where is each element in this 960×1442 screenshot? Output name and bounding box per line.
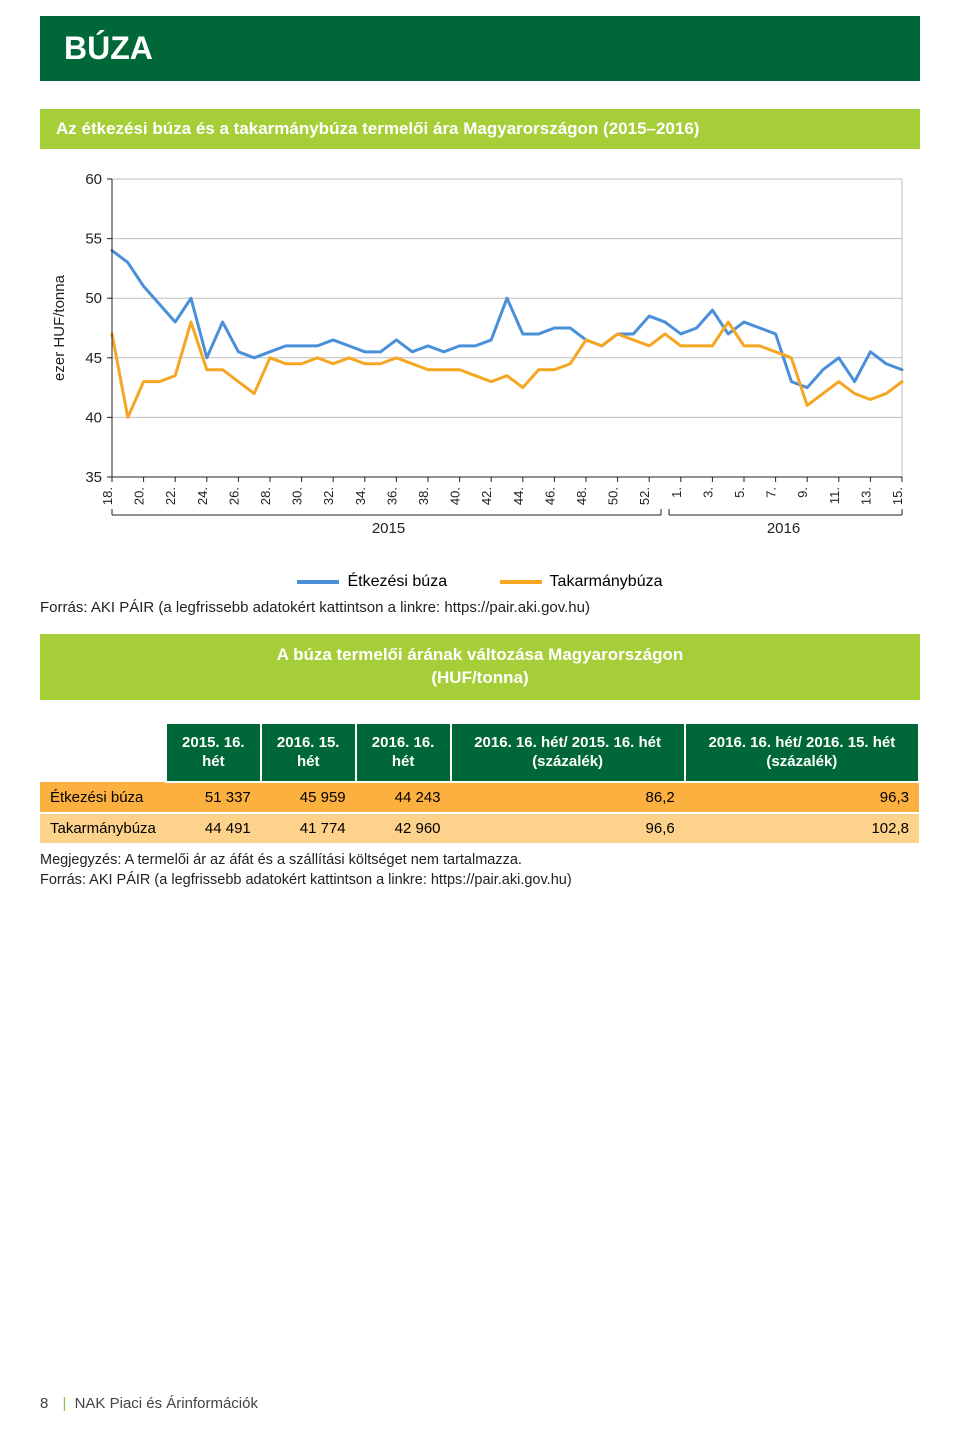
svg-text:3.: 3.	[700, 487, 715, 498]
legend-swatch-1	[500, 580, 542, 584]
price-change-table: 2015. 16. hét 2016. 15. hét 2016. 16. hé…	[40, 722, 920, 846]
svg-text:45: 45	[85, 350, 102, 367]
legend-item-1: Takarmánybúza	[500, 573, 663, 591]
svg-text:40.: 40.	[448, 487, 463, 505]
table-row: Takarmánybúza44 49141 77442 96096,6102,8	[40, 813, 919, 844]
table-cell: 44 243	[356, 782, 451, 813]
table-col-4: 2016. 16. hét/ 2016. 15. hét (százalék)	[685, 723, 919, 783]
svg-text:22.: 22.	[163, 487, 178, 505]
chart-svg: 35 40 45 50 55 60 ezer HUF/tonna 18. 20. 22. 24. 26…	[40, 169, 920, 549]
legend-swatch-0	[297, 580, 339, 584]
svg-text:13.: 13.	[858, 487, 873, 505]
svg-text:36.: 36.	[384, 487, 399, 505]
table-row-label: Étkezési búza	[40, 782, 166, 813]
chart-legend: Étkezési búza Takarmánybúza	[40, 571, 920, 591]
table-row-label: Takarmánybúza	[40, 813, 166, 844]
price-line-chart: 35 40 45 50 55 60 ezer HUF/tonna 18. 20. 22. 24. 26…	[40, 169, 920, 549]
table-note: Megjegyzés: A termelői ár az áfát és a s…	[40, 851, 920, 890]
table-cell: 45 959	[261, 782, 356, 813]
svg-text:35: 35	[85, 469, 102, 486]
svg-text:ezer HUF/tonna: ezer HUF/tonna	[51, 274, 68, 381]
svg-text:40: 40	[85, 409, 102, 426]
legend-item-0: Étkezési búza	[297, 573, 447, 591]
table-title-line2: (HUF/tonna)	[431, 668, 528, 687]
table-cell: 51 337	[166, 782, 261, 813]
svg-text:34.: 34.	[353, 487, 368, 505]
page-footer: 8 | NAK Piaci és Árinformációk	[40, 1395, 258, 1412]
svg-text:60: 60	[85, 171, 102, 188]
table-cell: 86,2	[451, 782, 685, 813]
table-cell: 96,6	[451, 813, 685, 844]
table-cell: 96,3	[685, 782, 919, 813]
svg-text:32.: 32.	[321, 487, 336, 505]
table-header-blank	[40, 723, 166, 783]
table-col-3: 2016. 16. hét/ 2015. 16. hét (százalék)	[451, 723, 685, 783]
table-title: A búza termelői árának változása Magyaro…	[40, 634, 920, 700]
svg-text:26.: 26.	[226, 487, 241, 505]
chart-subtitle: Az étkezési búza és a takarmánybúza term…	[40, 109, 920, 149]
table-col-0: 2015. 16. hét	[166, 723, 261, 783]
svg-text:18.: 18.	[100, 487, 115, 505]
legend-label-1: Takarmánybúza	[550, 573, 663, 591]
table-header-row: 2015. 16. hét 2016. 15. hét 2016. 16. hé…	[40, 723, 919, 783]
svg-text:20.: 20.	[132, 487, 147, 505]
table-note-line2: Forrás: AKI PÁIR (a legfrissebb adatokér…	[40, 872, 572, 888]
svg-text:2015: 2015	[372, 520, 405, 537]
svg-text:11.: 11.	[827, 487, 842, 504]
svg-text:50.: 50.	[606, 487, 621, 505]
svg-text:46.: 46.	[542, 487, 557, 505]
table-cell: 102,8	[685, 813, 919, 844]
svg-text:42.: 42.	[479, 487, 494, 505]
table-row: Étkezési búza51 33745 95944 24386,296,3	[40, 782, 919, 813]
svg-text:48.: 48.	[574, 487, 589, 505]
svg-text:5.: 5.	[732, 487, 747, 498]
svg-text:15.: 15.	[890, 487, 905, 505]
svg-text:24.: 24.	[195, 487, 210, 505]
svg-text:44.: 44.	[511, 487, 526, 505]
legend-label-0: Étkezési búza	[347, 573, 447, 591]
table-cell: 44 491	[166, 813, 261, 844]
svg-text:2016: 2016	[767, 520, 800, 537]
svg-text:50: 50	[85, 290, 102, 307]
svg-text:28.: 28.	[258, 487, 273, 505]
table-cell: 41 774	[261, 813, 356, 844]
svg-text:1.: 1.	[669, 487, 684, 498]
table-col-2: 2016. 16. hét	[356, 723, 451, 783]
svg-text:55: 55	[85, 231, 102, 248]
table-col-1: 2016. 15. hét	[261, 723, 356, 783]
footer-page-number: 8	[40, 1395, 48, 1412]
svg-text:38.: 38.	[416, 487, 431, 505]
table-note-line1: Megjegyzés: A termelői ár az áfát és a s…	[40, 852, 522, 868]
chart-source: Forrás: AKI PÁIR (a legfrissebb adatokér…	[40, 599, 920, 616]
table-title-line1: A búza termelői árának változása Magyaro…	[277, 645, 684, 664]
footer-separator: |	[63, 1395, 67, 1412]
svg-text:9.: 9.	[795, 487, 810, 498]
svg-text:30.: 30.	[290, 487, 305, 505]
page-title: BÚZA	[40, 16, 920, 81]
svg-text:52.: 52.	[637, 487, 652, 505]
table-cell: 42 960	[356, 813, 451, 844]
svg-text:7.: 7.	[764, 487, 779, 498]
footer-publication: NAK Piaci és Árinformációk	[75, 1395, 258, 1412]
